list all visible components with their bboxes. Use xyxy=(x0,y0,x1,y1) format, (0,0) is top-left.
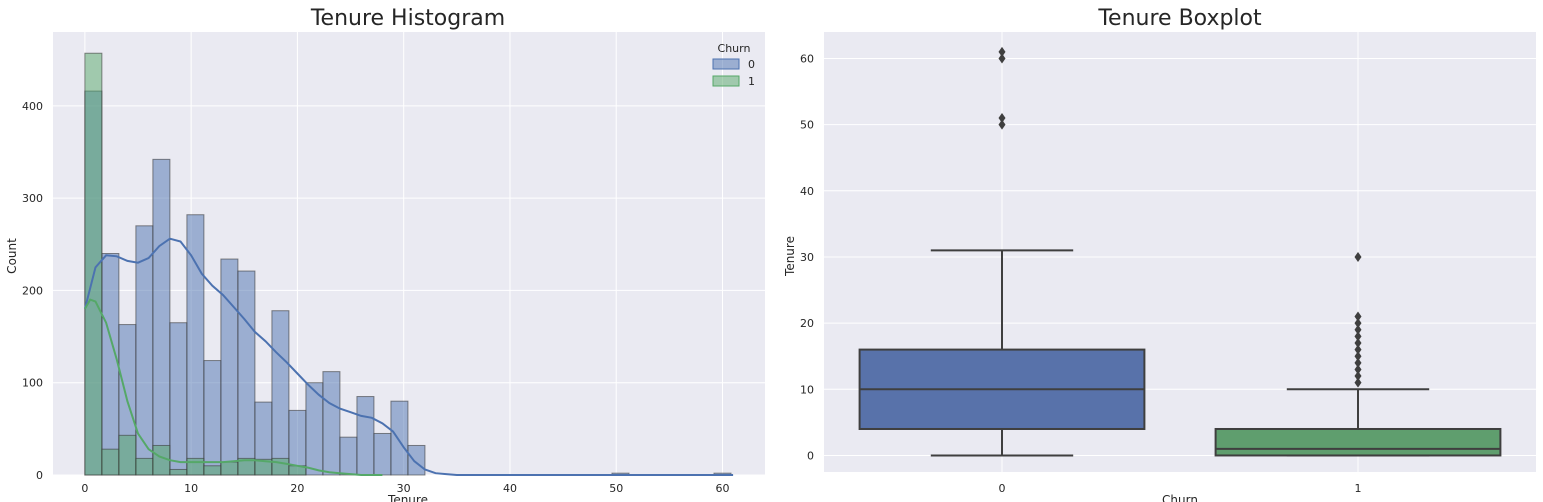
histogram-legend: Churn 0 1 xyxy=(712,42,755,88)
histogram-bar-churn-1 xyxy=(271,457,290,476)
outlier-point-churn-1 xyxy=(1354,357,1362,368)
histogram-x-tick-label: 50 xyxy=(609,482,623,495)
histogram-y-tick-label: 300 xyxy=(22,192,43,205)
legend-swatch-0 xyxy=(712,58,740,70)
histogram-title: Tenure Histogram xyxy=(310,6,505,31)
histogram-bar-churn-1 xyxy=(203,465,222,476)
outlier-point-churn-1 xyxy=(1354,364,1362,375)
boxplot-y-tick-label: 50 xyxy=(800,119,814,132)
box-churn-1 xyxy=(1214,427,1502,457)
outlier-point-churn-1 xyxy=(1354,337,1362,348)
kde-line-churn-0 xyxy=(83,237,734,476)
boxplot-chart: Tenure Boxplot 0 10 20 30 40 50 60 0 1 Churn Ten… xyxy=(783,6,1536,502)
outlier-point-churn-1 xyxy=(1354,311,1362,322)
histogram-y-axis-label: Count xyxy=(5,238,19,274)
histogram-bar-churn-0 xyxy=(356,396,375,476)
histogram-bar-churn-1 xyxy=(84,52,103,476)
kde-line-churn-1 xyxy=(84,298,383,476)
legend-swatch-1 xyxy=(712,75,740,87)
histogram-bar-churn-1 xyxy=(220,461,239,476)
histogram-bar-churn-0 xyxy=(203,360,222,476)
outlier-point-churn-1 xyxy=(1354,318,1362,329)
outlier-point-churn-1 xyxy=(1354,371,1362,382)
histogram-bar-churn-0 xyxy=(339,436,358,476)
boxplot-y-tick-label: 60 xyxy=(800,52,814,65)
histogram-x-tick-label: 10 xyxy=(184,482,198,495)
outlier-point-churn-0 xyxy=(998,113,1006,124)
histogram-bar-churn-0 xyxy=(271,310,290,476)
boxplot-x-axis-label: Churn xyxy=(1162,493,1198,502)
boxplot-tick-labels: 0 10 20 30 40 50 60 0 1 xyxy=(800,52,1362,495)
histogram-x-tick-label: 60 xyxy=(715,482,729,495)
histogram-bar-churn-1 xyxy=(101,448,120,476)
histogram-y-tick-label: 100 xyxy=(22,377,43,390)
histogram-bar-churn-1 xyxy=(118,434,137,476)
histogram-x-tick-label: 30 xyxy=(397,482,411,495)
outlier-point-churn-1 xyxy=(1354,251,1362,262)
outlier-point-churn-0 xyxy=(998,46,1006,57)
histogram-y-tick-label: 0 xyxy=(36,469,43,482)
histogram-kde-lines xyxy=(83,237,734,476)
boxplot-y-tick-label: 30 xyxy=(800,251,814,264)
boxplot-y-tick-label: 0 xyxy=(807,449,814,462)
histogram-bar-churn-1 xyxy=(169,468,188,476)
outlier-point-churn-1 xyxy=(1354,331,1362,342)
histogram-bar-churn-0 xyxy=(169,322,188,476)
histogram-bar-churn-0 xyxy=(390,400,409,476)
histogram-tick-labels: 0 10 20 30 40 50 60 0 100 200 300 400 xyxy=(22,100,729,495)
boxplot-y-tick-label: 20 xyxy=(800,317,814,330)
histogram-bar-churn-1 xyxy=(186,457,205,476)
histogram-y-tick-label: 200 xyxy=(22,284,43,297)
histogram-x-tick-label: 20 xyxy=(290,482,304,495)
boxplot-y-tick-label: 40 xyxy=(800,185,814,198)
histogram-bar-churn-0 xyxy=(373,432,392,476)
histogram-chart: Tenure Histogram 0 10 20 30 40 50 600100200300… xyxy=(5,6,765,502)
histogram-y-tick-label: 400 xyxy=(22,100,43,113)
histogram-panel: Tenure Histogram 0 10 20 30 40 50 60 0 100 200 300… xyxy=(5,6,765,502)
histogram-bar-churn-1 xyxy=(135,457,154,476)
histogram-x-tick-label: 0 xyxy=(81,482,88,495)
histogram-bar-churn-0 xyxy=(407,444,426,476)
legend-label-1: 1 xyxy=(748,75,755,88)
histogram-bar-churn-0 xyxy=(101,253,120,476)
boxplot-y-axis-label: Tenure xyxy=(783,236,797,277)
boxplot-boxes xyxy=(858,46,1502,457)
histogram-bar-churn-0 xyxy=(220,258,239,476)
histogram-bar-churn-0 xyxy=(322,371,341,476)
legend-label-0: 0 xyxy=(748,58,755,71)
outlier-point-churn-1 xyxy=(1354,324,1362,335)
boxplot-y-tick-label: 10 xyxy=(800,383,814,396)
histogram-x-axis-label: Tenure xyxy=(387,493,428,502)
outlier-point-churn-0 xyxy=(998,119,1006,130)
histogram-bar-churn-0 xyxy=(152,158,171,476)
outlier-point-churn-1 xyxy=(1354,377,1362,388)
boxplot-title: Tenure Boxplot xyxy=(1097,6,1262,31)
legend-title: Churn xyxy=(718,42,751,55)
outlier-point-churn-1 xyxy=(1354,351,1362,362)
outlier-point-churn-1 xyxy=(1354,344,1362,355)
boxplot-x-tick-label: 0 xyxy=(999,482,1006,495)
histogram-x-tick-label: 40 xyxy=(503,482,517,495)
boxplot-x-tick-label: 1 xyxy=(1355,482,1362,495)
outlier-point-churn-0 xyxy=(998,53,1006,64)
histogram-bars xyxy=(84,52,732,476)
boxplot-panel: Tenure Boxplot 0 10 20 30 40 50 60 0 1 Churn Ten… xyxy=(780,0,1543,502)
histogram-bar-churn-0 xyxy=(237,270,256,476)
